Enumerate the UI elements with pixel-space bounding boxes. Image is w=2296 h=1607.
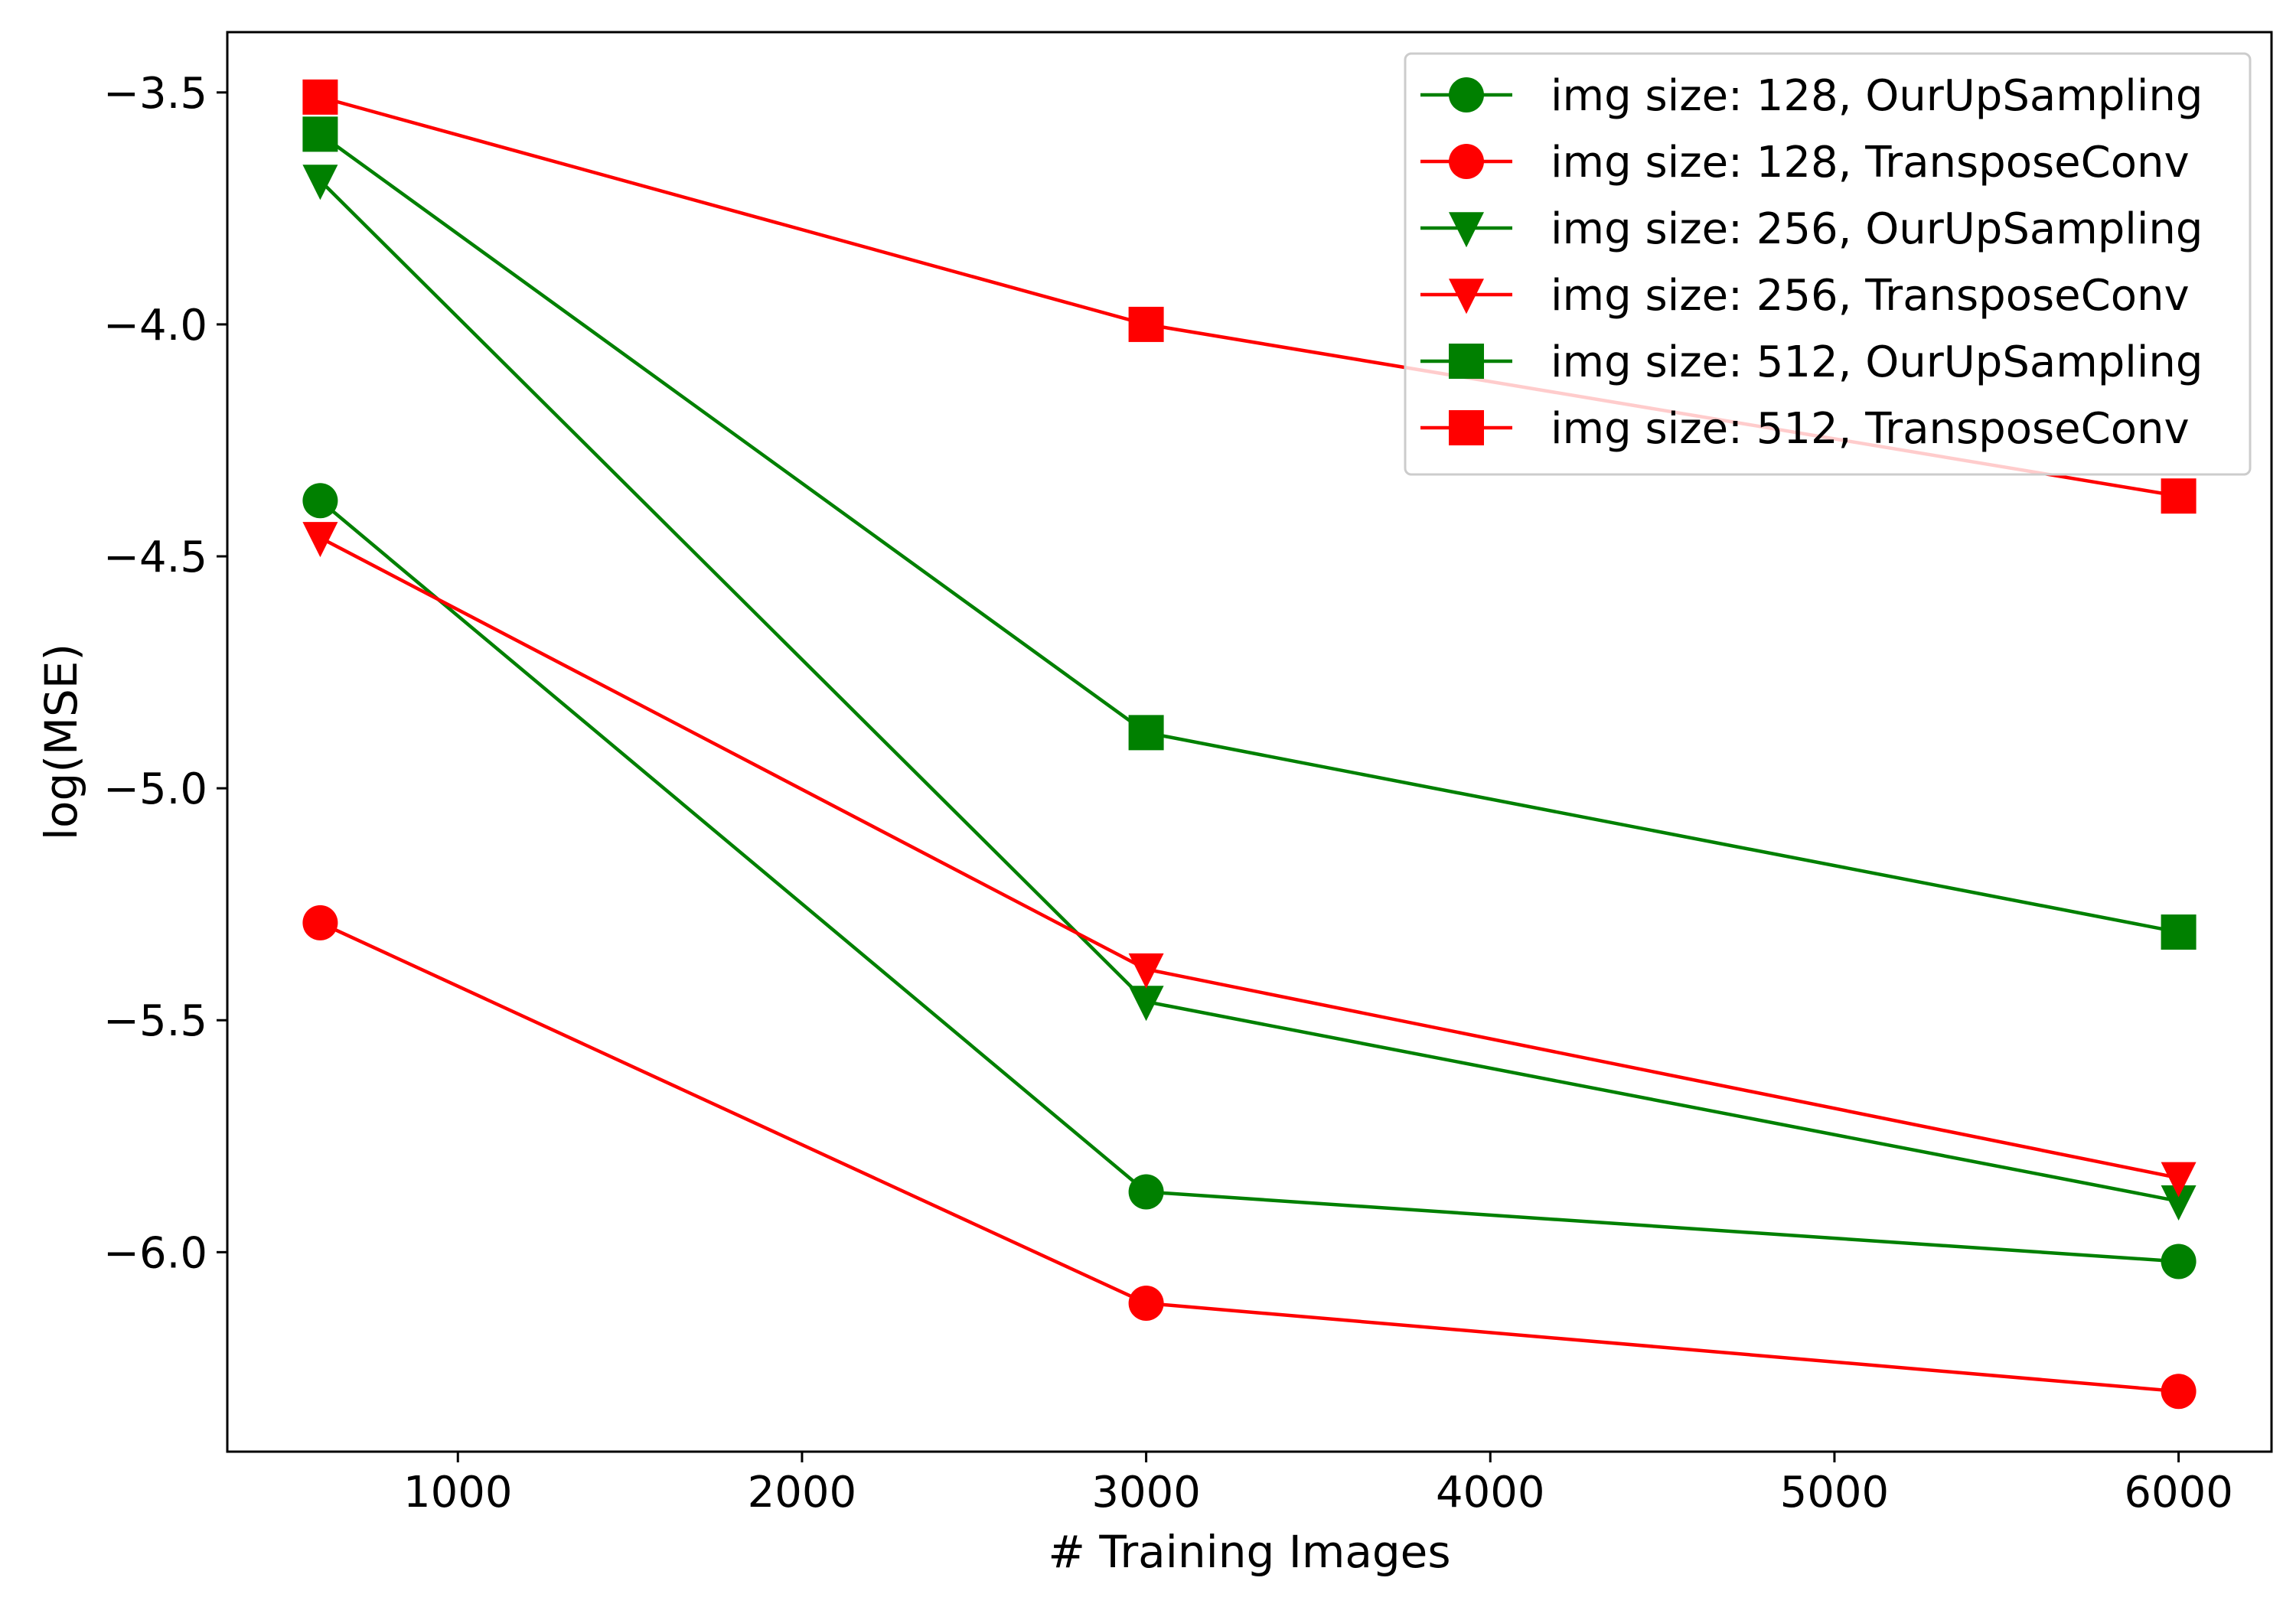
data-point xyxy=(1128,1174,1164,1210)
legend-label: img size: 256, TransposeConv xyxy=(1551,271,2190,321)
legend-box xyxy=(1404,52,2252,476)
x-tick-label: 1000 xyxy=(403,1468,513,1517)
data-point xyxy=(302,483,338,519)
y-tick-label: −4.0 xyxy=(103,301,207,350)
legend-marker xyxy=(1449,212,1484,248)
data-point xyxy=(2161,1162,2197,1198)
legend-marker xyxy=(1449,144,1484,179)
legend-entry: img size: 512, TransposeConv xyxy=(1420,404,2190,454)
y-tick-label: −3.5 xyxy=(103,69,207,119)
x-tick-label: 6000 xyxy=(2124,1468,2233,1517)
data-point xyxy=(302,905,338,940)
data-point xyxy=(2161,478,2197,514)
y-tick-label: −4.5 xyxy=(103,533,207,582)
legend-entry: img size: 512, OurUpSampling xyxy=(1420,337,2203,387)
legend-marker xyxy=(1449,344,1484,379)
series-5 xyxy=(302,116,2197,950)
y-axis-label: log(MSE) xyxy=(35,644,87,840)
x-axis-ticks: 1000 2000 3000 4000 5000 6000 xyxy=(403,1452,2233,1517)
legend-label: img size: 512, TransposeConv xyxy=(1551,404,2190,454)
x-tick-label: 2000 xyxy=(748,1468,857,1517)
series-4 xyxy=(302,522,2197,1198)
data-point xyxy=(1128,986,1164,1022)
data-point xyxy=(1128,1286,1164,1322)
x-tick-label: 5000 xyxy=(1780,1468,1890,1517)
y-tick-label: −5.0 xyxy=(103,764,207,814)
series-1 xyxy=(302,483,2197,1279)
legend-label: img size: 256, OurUpSampling xyxy=(1551,204,2203,254)
x-tick-label: 4000 xyxy=(1436,1468,1545,1517)
data-point xyxy=(1128,953,1164,989)
data-point xyxy=(302,116,338,152)
series-layer xyxy=(302,79,2197,1410)
data-point xyxy=(302,165,338,200)
legend-entry: img size: 256, TransposeConv xyxy=(1420,271,2190,321)
y-axis-ticks: −3.5 −4.0 −4.5 −5.0 −5.5 −6.0 xyxy=(103,69,227,1278)
legend-marker xyxy=(1449,279,1484,315)
legend-entry: img size: 128, OurUpSampling xyxy=(1420,71,2203,121)
legend: img size: 128, OurUpSampling img size: 12… xyxy=(1404,52,2252,476)
plot-frame xyxy=(226,31,2273,1453)
data-point xyxy=(2161,914,2197,950)
data-point xyxy=(2161,1185,2197,1221)
legend-label: img size: 128, OurUpSampling xyxy=(1551,71,2203,121)
legend-entry: img size: 128, TransposeConv xyxy=(1420,138,2190,187)
series-2 xyxy=(302,905,2197,1410)
series-3 xyxy=(302,165,2197,1221)
data-point xyxy=(302,79,338,115)
data-point xyxy=(2161,1244,2197,1279)
legend-entry: img size: 256, OurUpSampling xyxy=(1420,204,2203,254)
data-point xyxy=(2161,1374,2197,1410)
legend-marker xyxy=(1449,77,1484,112)
legend-marker xyxy=(1449,410,1484,445)
x-tick-label: 3000 xyxy=(1091,1468,1201,1517)
legend-label: img size: 512, OurUpSampling xyxy=(1551,337,2203,387)
data-point xyxy=(1128,306,1164,342)
x-axis-label: # Training Images xyxy=(1048,1526,1450,1578)
y-tick-label: −5.5 xyxy=(103,996,207,1046)
legend-label: img size: 128, TransposeConv xyxy=(1551,138,2190,187)
data-point xyxy=(302,522,338,558)
y-tick-label: −6.0 xyxy=(103,1228,207,1278)
data-point xyxy=(1128,715,1164,751)
